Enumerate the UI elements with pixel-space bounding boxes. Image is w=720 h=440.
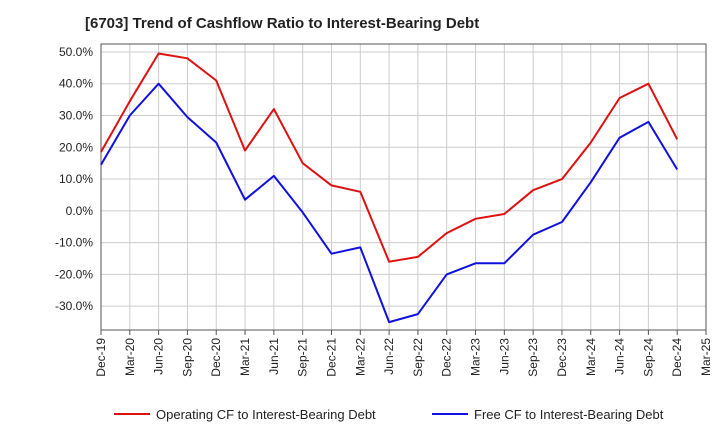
- y-tick-label: 40.0%: [59, 77, 93, 91]
- y-tick-label: 20.0%: [59, 140, 93, 154]
- x-tick-label: Dec-20: [209, 338, 223, 377]
- x-tick-label: Sep-22: [411, 338, 425, 377]
- y-tick-label: 0.0%: [66, 204, 94, 218]
- y-tick-label: -30.0%: [55, 299, 93, 313]
- x-tick-label: Mar-25: [699, 338, 713, 376]
- x-tick-label: Dec-22: [440, 338, 454, 377]
- x-tick-label: Sep-21: [296, 338, 310, 377]
- chart-title: [6703] Trend of Cashflow Ratio to Intere…: [85, 15, 480, 32]
- x-tick-label: Mar-24: [584, 338, 598, 376]
- y-tick-label: 30.0%: [59, 109, 93, 123]
- y-tick-label: 10.0%: [59, 172, 93, 186]
- y-tick-label: 50.0%: [59, 45, 93, 59]
- x-tick-label: Dec-24: [670, 338, 684, 377]
- x-tick-label: Jun-24: [613, 338, 627, 375]
- x-tick-label: Jun-20: [152, 338, 166, 375]
- y-tick-label: -20.0%: [55, 267, 93, 281]
- x-tick-label: Jun-21: [267, 338, 281, 375]
- plot-frame: [100, 43, 707, 331]
- x-tick-label: Mar-21: [238, 338, 252, 376]
- x-tick-label: Jun-23: [497, 338, 511, 375]
- x-tick-label: Dec-23: [555, 338, 569, 377]
- x-tick-label: Mar-23: [469, 338, 483, 376]
- series-line-operating-cf: [100, 52, 679, 263]
- x-tick-label: Jun-22: [382, 338, 396, 375]
- series-line-free-cf: [100, 82, 679, 324]
- y-tick-label: -10.0%: [55, 236, 93, 250]
- x-tick-label: Sep-23: [526, 338, 540, 377]
- x-tick-label: Dec-19: [94, 338, 108, 377]
- x-tick-label: Dec-21: [324, 338, 338, 377]
- x-tick-label: Mar-22: [353, 338, 367, 376]
- legend-label-operating-cf: Operating CF to Interest-Bearing Debt: [156, 407, 376, 422]
- x-tick-label: Mar-20: [123, 338, 137, 376]
- legend-label-free-cf: Free CF to Interest-Bearing Debt: [474, 407, 664, 422]
- x-tick-label: Sep-20: [180, 338, 194, 377]
- x-tick-label: Sep-24: [641, 338, 655, 377]
